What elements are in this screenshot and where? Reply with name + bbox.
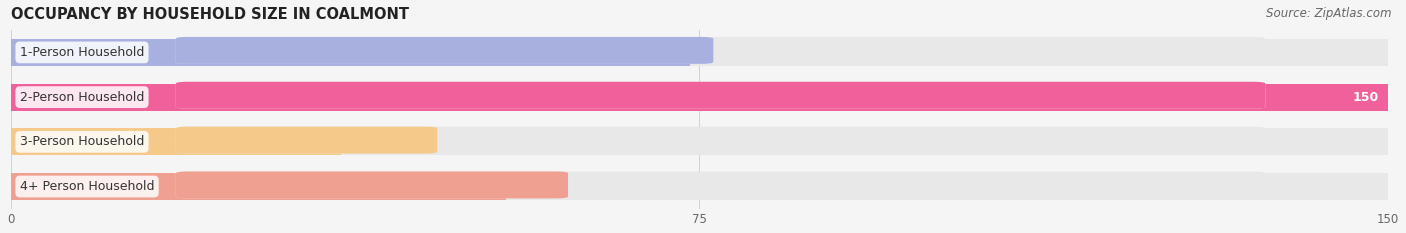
Text: 2-Person Household: 2-Person Household xyxy=(20,91,145,104)
Bar xyxy=(11,128,342,155)
Text: 74: 74 xyxy=(704,46,720,59)
Text: 1-Person Household: 1-Person Household xyxy=(20,46,145,59)
Bar xyxy=(11,128,1388,155)
Bar xyxy=(11,84,1388,110)
Bar xyxy=(11,173,506,200)
Bar xyxy=(11,84,1388,110)
Text: 36: 36 xyxy=(354,135,371,148)
Text: 54: 54 xyxy=(520,180,536,193)
Text: 4+ Person Household: 4+ Person Household xyxy=(20,180,155,193)
Bar xyxy=(11,173,1388,200)
Text: 150: 150 xyxy=(1353,91,1379,104)
Text: Source: ZipAtlas.com: Source: ZipAtlas.com xyxy=(1267,7,1392,20)
Text: OCCUPANCY BY HOUSEHOLD SIZE IN COALMONT: OCCUPANCY BY HOUSEHOLD SIZE IN COALMONT xyxy=(11,7,409,22)
Bar xyxy=(11,39,690,66)
Bar xyxy=(11,39,1388,66)
Text: 3-Person Household: 3-Person Household xyxy=(20,135,145,148)
